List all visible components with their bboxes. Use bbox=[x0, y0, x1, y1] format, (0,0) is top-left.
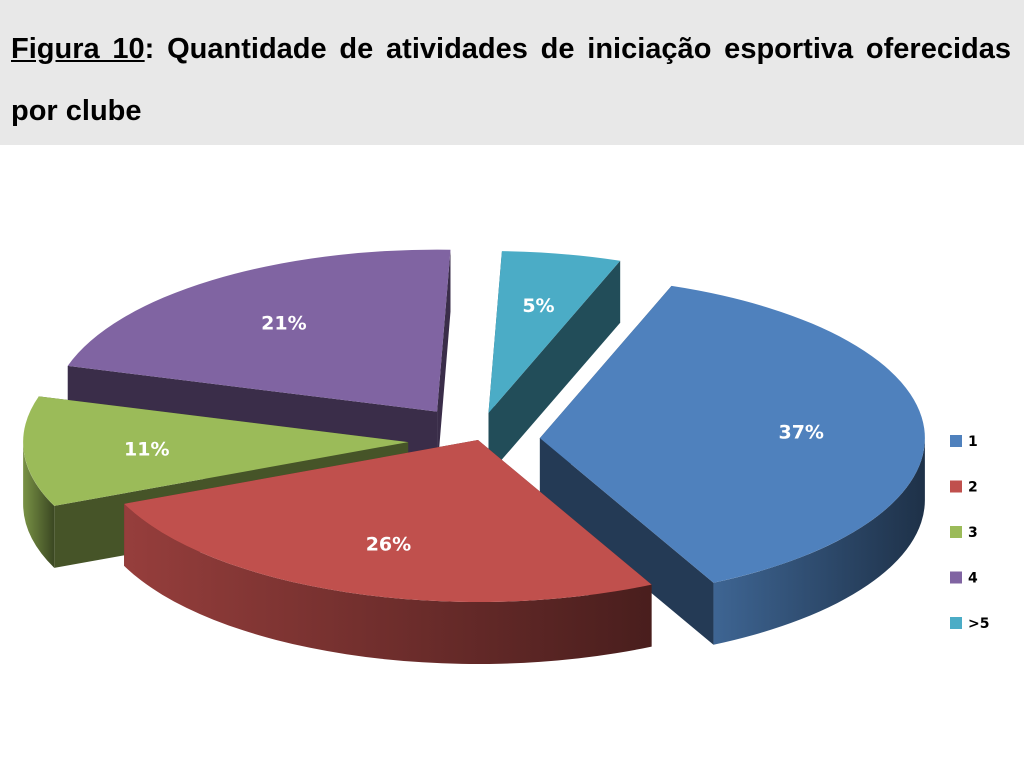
slice-top bbox=[67, 249, 451, 412]
data-label-2: 26% bbox=[366, 534, 411, 556]
slice-top bbox=[539, 285, 925, 583]
figure-caption: Figura 10: Quantidade de atividades de i… bbox=[11, 18, 1011, 142]
legend-item-1: 1 bbox=[950, 434, 978, 450]
legend-label: >5 bbox=[968, 616, 989, 632]
legend-label: 2 bbox=[968, 480, 978, 496]
legend-item-2: 2 bbox=[950, 480, 978, 496]
legend-swatch bbox=[950, 480, 962, 493]
data-label-4: 21% bbox=[261, 312, 306, 334]
data-label-1: 37% bbox=[778, 422, 823, 444]
data-label-5: 5% bbox=[522, 295, 554, 317]
slice-wall bbox=[488, 260, 621, 476]
legend-item-4: 4 bbox=[950, 571, 978, 587]
slice-top bbox=[124, 440, 652, 602]
caption-title: Quantidade de atividades de iniciação es… bbox=[11, 33, 1011, 127]
slice-wall bbox=[539, 438, 714, 645]
pie-slice-5: 5% bbox=[488, 251, 621, 476]
slice-top bbox=[23, 396, 409, 506]
caption-separator: : bbox=[144, 33, 155, 65]
legend-swatch bbox=[950, 526, 962, 538]
legend-swatch bbox=[950, 571, 962, 584]
legend-item-5: >5 bbox=[950, 616, 989, 632]
legend-item-3: 3 bbox=[950, 525, 978, 541]
slice-wall bbox=[437, 249, 451, 474]
caption-bar: Figura 10: Quantidade de atividades de i… bbox=[0, 0, 1024, 145]
legend-swatch bbox=[950, 435, 962, 447]
slice-rim bbox=[124, 503, 652, 664]
legend-swatch bbox=[950, 617, 962, 629]
slice-rim bbox=[713, 438, 925, 645]
pie-slice-1: 37% bbox=[539, 285, 925, 645]
legend-label: 4 bbox=[968, 571, 978, 587]
legend-label: 3 bbox=[968, 525, 978, 541]
slice-rim bbox=[23, 442, 55, 568]
pie-chart: 5% 21% 37% 11% 26% 1 2 3 4 >5 bbox=[23, 249, 989, 664]
data-label-3: 11% bbox=[124, 439, 169, 461]
pie-slice-2: 26% bbox=[124, 440, 652, 664]
slice-top bbox=[488, 251, 621, 414]
legend-label: 1 bbox=[968, 434, 978, 450]
figure-number: Figura 10 bbox=[11, 33, 145, 65]
legend: 1 2 3 4 >5 bbox=[950, 434, 989, 632]
